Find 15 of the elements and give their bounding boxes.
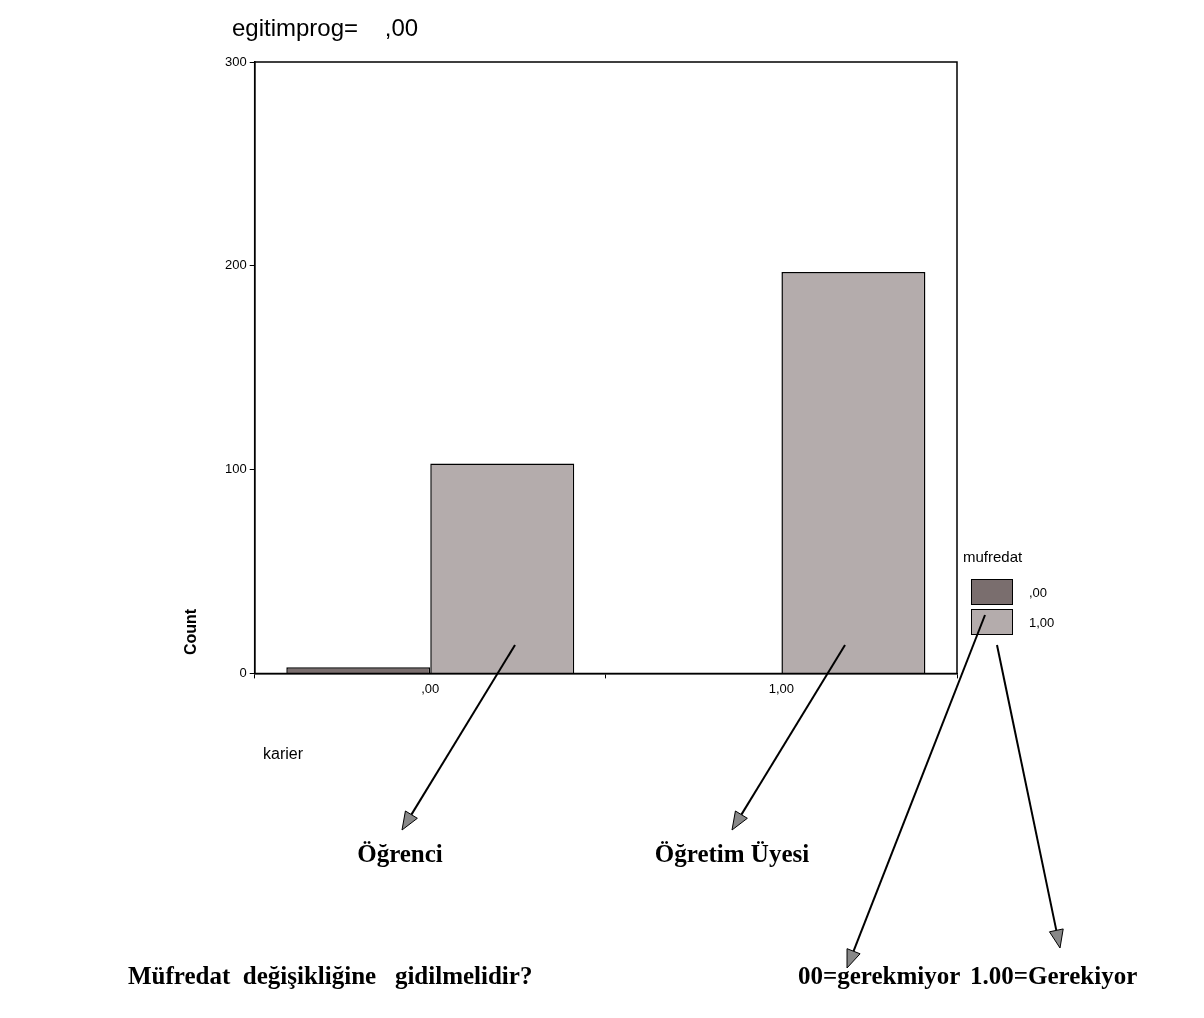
text: 00=gerekmiyor xyxy=(798,962,961,990)
legend-label: 1,00 xyxy=(1029,614,1055,630)
text: Müfredat değişikliğine gidilmelidir? xyxy=(128,962,533,990)
legend-label: ,00 xyxy=(1029,584,1048,600)
y-tick-label: 200 xyxy=(224,257,247,273)
chart-title: egitimprog= ,00 xyxy=(232,14,419,42)
text: 1.00=Gerekiyor xyxy=(970,962,1138,990)
y-tick-label: 100 xyxy=(224,461,247,477)
text: Öğrenci xyxy=(357,840,443,868)
legend-title: mufredat xyxy=(963,548,1024,565)
x-axis-title: karier xyxy=(263,745,304,763)
y-tick-label: 0 xyxy=(239,664,247,680)
text: Öğretim Üyesi xyxy=(654,840,810,868)
y-tick-label: 300 xyxy=(224,53,247,69)
y-axis-title: Count xyxy=(182,608,200,655)
